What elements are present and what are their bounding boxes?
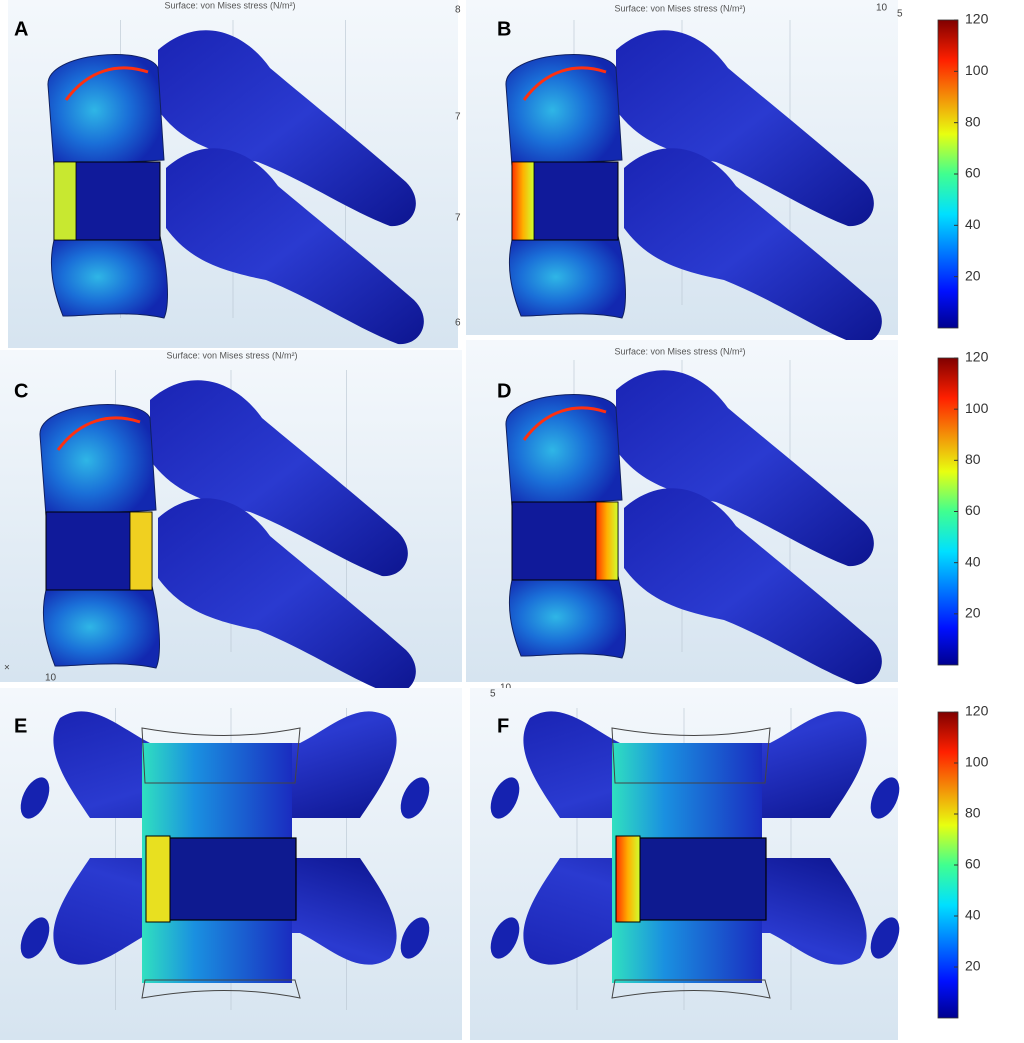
cage-stress [595, 501, 619, 581]
vertebral-body [47, 54, 165, 167]
cage-stress [615, 835, 641, 923]
specimen [490, 711, 900, 999]
colorbar-tick-label: 80 [965, 113, 981, 129]
colorbar-tick-label: 40 [965, 216, 981, 232]
vertebral-body [42, 585, 160, 669]
colorbar-tick-label: 60 [965, 856, 981, 872]
endplate-outline [611, 979, 771, 999]
panel-label: D [497, 380, 511, 402]
plot-title: Surface: von Mises stress (N/m²) [166, 350, 297, 360]
posterior-element [158, 30, 416, 227]
axis-label: 7 [455, 112, 461, 123]
posterior-element [616, 370, 874, 567]
posterior-element [624, 488, 882, 685]
endplate-outline [141, 979, 301, 999]
vertebral-body [508, 575, 626, 659]
colorbar-tick-label: 80 [965, 805, 981, 821]
endplate-stress [64, 66, 149, 101]
facet [490, 777, 520, 819]
endplate-outline [141, 727, 301, 784]
axis-label: 6 [455, 318, 461, 329]
panel-label: F [497, 715, 509, 737]
colorbar-tick-label: 100 [965, 400, 989, 416]
posterior-element [616, 30, 874, 227]
cage [167, 837, 297, 921]
colorbar-tick-label: 40 [965, 907, 981, 923]
vertebral-body [505, 394, 623, 507]
vertebral-body [50, 235, 168, 319]
colorbar-tick-label: 120 [965, 703, 989, 719]
cage [637, 837, 767, 921]
panel-label: B [497, 18, 511, 40]
cage-stress [129, 511, 153, 591]
facet [20, 917, 50, 959]
vertebral-body [505, 54, 623, 167]
cage-stress [145, 835, 171, 923]
facet [490, 917, 520, 959]
specimen [39, 380, 416, 695]
axis-label: 8 [455, 5, 461, 16]
axis-label: 5 [490, 689, 496, 700]
axis-label: 7 [455, 213, 461, 224]
specimen [20, 711, 430, 999]
cage-stress [53, 161, 77, 241]
colorbar-tick-label: 60 [965, 165, 981, 181]
specimen [505, 370, 882, 685]
panel-label: A [14, 18, 28, 40]
vertebral-body [39, 404, 157, 517]
plot-title: Surface: von Mises stress (N/m²) [614, 346, 745, 356]
colorbar-tick-label: 20 [965, 605, 981, 621]
colorbar-tick-label: 100 [965, 62, 989, 78]
colorbar-tick-label: 60 [965, 502, 981, 518]
axis-label: × [4, 663, 10, 674]
facet [20, 777, 50, 819]
facet [400, 777, 430, 819]
panel-label: C [14, 380, 28, 402]
axis-label: 10 [876, 3, 888, 14]
endplate-outline [611, 727, 771, 784]
posterior-element [150, 380, 408, 577]
posterior-element [166, 148, 424, 345]
colorbar-tick-label: 80 [965, 451, 981, 467]
specimen [47, 30, 424, 345]
vertebral-body [508, 235, 626, 319]
plot-title: Surface: von Mises stress (N/m²) [164, 0, 295, 10]
endplate-stress [522, 66, 607, 101]
panel-label: E [14, 715, 27, 737]
cage-stress [511, 161, 535, 241]
endplate-stress [522, 406, 607, 441]
facet [870, 917, 900, 959]
colorbar-tick-label: 20 [965, 267, 981, 283]
colorbar-tick-label: 120 [965, 11, 989, 27]
colorbar-tick-label: 120 [965, 349, 989, 365]
colorbar-tick-label: 20 [965, 958, 981, 974]
facet [400, 917, 430, 959]
axis-label: 10 [45, 673, 57, 684]
specimen [505, 30, 882, 345]
posterior-element [158, 498, 416, 695]
axis-label: 5 [897, 9, 903, 20]
colorbar-tick-label: 100 [965, 754, 989, 770]
colorbar-tick-label: 40 [965, 553, 981, 569]
plot-title: Surface: von Mises stress (N/m²) [614, 3, 745, 13]
facet [870, 777, 900, 819]
endplate-stress [56, 416, 141, 451]
posterior-element [624, 148, 882, 345]
